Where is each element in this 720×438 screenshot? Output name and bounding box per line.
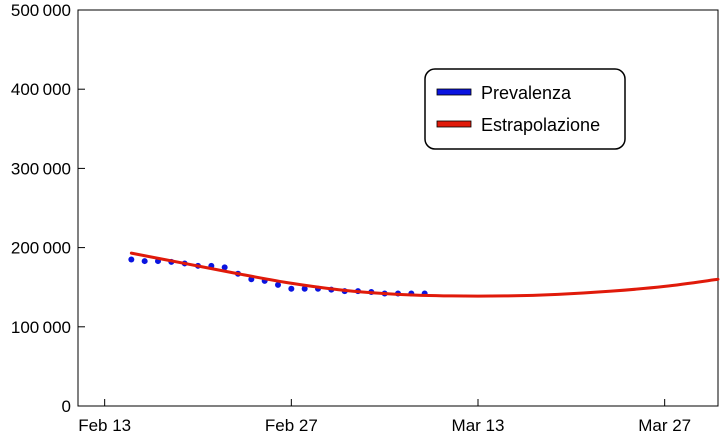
legend: Prevalenza Estrapolazione <box>424 68 626 150</box>
data-point-prevalenza <box>128 256 135 263</box>
x-tick-label: Mar 13 <box>452 416 505 435</box>
x-axis: Feb 13 Feb 27 Mar 13 Mar 27 <box>78 399 691 435</box>
y-tick-label: 300 000 <box>11 159 71 178</box>
y-tick-label: 0 <box>62 397 71 416</box>
y-tick-label: 100 000 <box>11 318 71 337</box>
y-axis: 0 100 000 200 000 300 000 400 000 500 000 <box>11 1 85 416</box>
x-tick-label: Feb 13 <box>78 416 131 435</box>
legend-label-estrapolazione: Estrapolazione <box>481 115 600 135</box>
data-point-prevalenza <box>301 285 308 292</box>
y-tick-label: 500 000 <box>11 1 71 20</box>
data-point-prevalenza <box>141 258 148 265</box>
x-tick-label: Mar 27 <box>638 416 691 435</box>
legend-label-prevalenza: Prevalenza <box>481 83 572 103</box>
data-point-prevalenza <box>221 264 228 271</box>
y-tick-label: 400 000 <box>11 80 71 99</box>
y-tick-label: 200 000 <box>11 239 71 258</box>
x-tick-label: Feb 27 <box>265 416 318 435</box>
legend-swatch-prevalenza <box>436 88 472 96</box>
legend-box <box>424 68 626 150</box>
plot-frame <box>77 9 719 407</box>
series-line-estrapolazione <box>129 251 720 298</box>
legend-swatch-estrapolazione <box>436 120 472 128</box>
data-point-prevalenza <box>275 281 281 288</box>
data-point-prevalenza <box>288 285 295 292</box>
plot-area <box>128 251 720 298</box>
